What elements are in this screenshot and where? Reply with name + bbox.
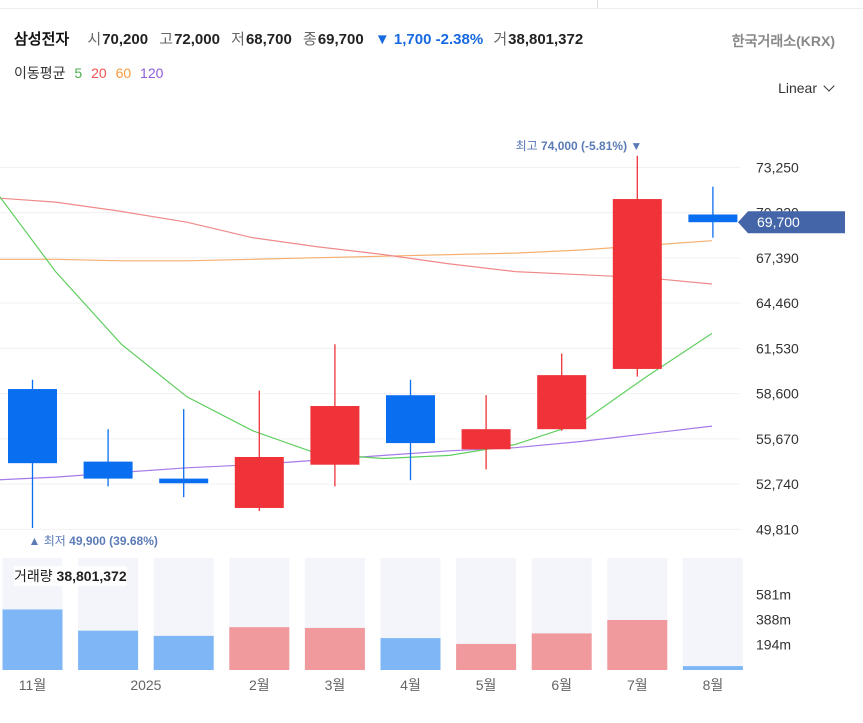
volume-bar	[304, 627, 365, 670]
current-price-label: 69,700	[757, 214, 800, 230]
volume-bar	[380, 638, 441, 670]
candle-body	[310, 406, 360, 465]
volume-value: 38,801,372	[508, 31, 584, 48]
candle-body	[612, 199, 662, 369]
stock-name[interactable]: 삼성전자	[14, 31, 70, 48]
max-annotation-value: 74,000 (-5.81%)	[541, 139, 627, 153]
ma-5-legend[interactable]: 5	[74, 65, 83, 81]
low-label: 저	[231, 31, 245, 48]
volume-bar	[682, 666, 743, 670]
close-label: 종	[303, 31, 317, 48]
ma-60-legend[interactable]: 60	[115, 65, 132, 81]
ma-60-line	[0, 240, 713, 262]
current-price-badge	[738, 211, 845, 234]
top-divider	[597, 0, 598, 8]
ma-120-legend[interactable]: 120	[140, 65, 164, 81]
volume-axis-label: 581m	[756, 586, 791, 602]
x-axis-label: 4월	[400, 677, 421, 693]
high-label: 고	[159, 31, 174, 48]
x-axis-label: 8월	[703, 677, 724, 693]
top-border	[0, 0, 863, 9]
volume-panel-value: 38,801,372	[56, 568, 127, 584]
candle-body	[8, 389, 57, 464]
x-axis-label: 5월	[476, 677, 497, 693]
candle-body	[83, 461, 133, 479]
price-axis-label: 58,600	[756, 386, 799, 402]
change-percent: -2.38%	[435, 31, 484, 48]
candle-body	[386, 395, 435, 444]
x-axis-label: 3월	[325, 677, 346, 693]
x-axis-label: 6월	[551, 677, 572, 693]
moving-average-legend: 이동평균 5 20 60 120	[14, 63, 168, 83]
x-axis-label: 2025	[130, 677, 161, 693]
volume-bar	[153, 635, 214, 670]
candle-body	[159, 478, 209, 484]
min-annotation-label: ▲ 최저	[29, 534, 70, 548]
price-axis-label: 61,530	[756, 340, 799, 356]
ma-20-legend[interactable]: 20	[91, 65, 107, 81]
volume-bar	[229, 627, 290, 670]
volume-bar	[78, 630, 139, 670]
change-value: ▼ 1,700 -2.38%	[375, 31, 483, 48]
close-value: 69,700	[317, 31, 364, 48]
exchange-name: 한국거래소(KRX)	[731, 33, 835, 49]
volume-axis-label: 194m	[756, 637, 791, 653]
volume-bar	[2, 609, 63, 670]
scale-dropdown-label: Linear	[778, 80, 817, 96]
down-arrow-icon: ▼	[374, 31, 390, 48]
volume-label-short: 거	[493, 31, 508, 48]
candle-body	[688, 214, 738, 223]
open-label: 시	[87, 31, 102, 48]
scale-dropdown[interactable]: Linear	[778, 80, 835, 96]
candle-body	[537, 375, 587, 430]
max-price-annotation: 최고 74,000 (-5.81%) ▼	[516, 139, 643, 153]
candle-body	[461, 429, 511, 450]
change-amount: 1,700	[393, 31, 432, 48]
open-value: 70,200	[102, 31, 149, 48]
price-axis-label: 55,670	[756, 431, 799, 447]
volume-axis-label: 388m	[756, 611, 791, 627]
min-annotation-value: 49,900 (39.68%)	[69, 534, 158, 548]
x-axis-label: 2월	[249, 677, 270, 693]
quote-header: 삼성전자 시70,200 고72,000 저68,700 종69,700 ▼ 1…	[14, 28, 590, 49]
x-axis-label: 7월	[627, 677, 648, 693]
moving-average-label: 이동평균	[14, 65, 66, 81]
volume-bar	[456, 643, 517, 670]
min-price-annotation: ▲ 최저 49,900 (39.68%)	[29, 534, 158, 548]
price-axis-label: 52,740	[756, 476, 799, 492]
high-value: 72,000	[174, 31, 220, 48]
volume-bar	[531, 633, 592, 670]
volume-bar	[607, 619, 668, 670]
low-value: 68,700	[245, 31, 292, 48]
max-annotation-label: 최고	[516, 139, 541, 153]
max-annotation-arrow-icon: ▼	[627, 139, 642, 153]
price-axis-label: 73,250	[756, 159, 799, 175]
price-axis-label: 64,460	[756, 295, 799, 311]
volume-panel-label: 거래량 38,801,372	[14, 566, 127, 586]
volume-panel-title: 거래량	[14, 568, 53, 584]
price-axis-label: 67,390	[756, 250, 799, 266]
x-axis-label: 11월	[19, 677, 46, 693]
candle-body	[234, 456, 284, 508]
ma-20-line	[0, 197, 713, 285]
volume-column-bg	[682, 558, 743, 670]
price-axis-label: 49,810	[756, 521, 799, 537]
